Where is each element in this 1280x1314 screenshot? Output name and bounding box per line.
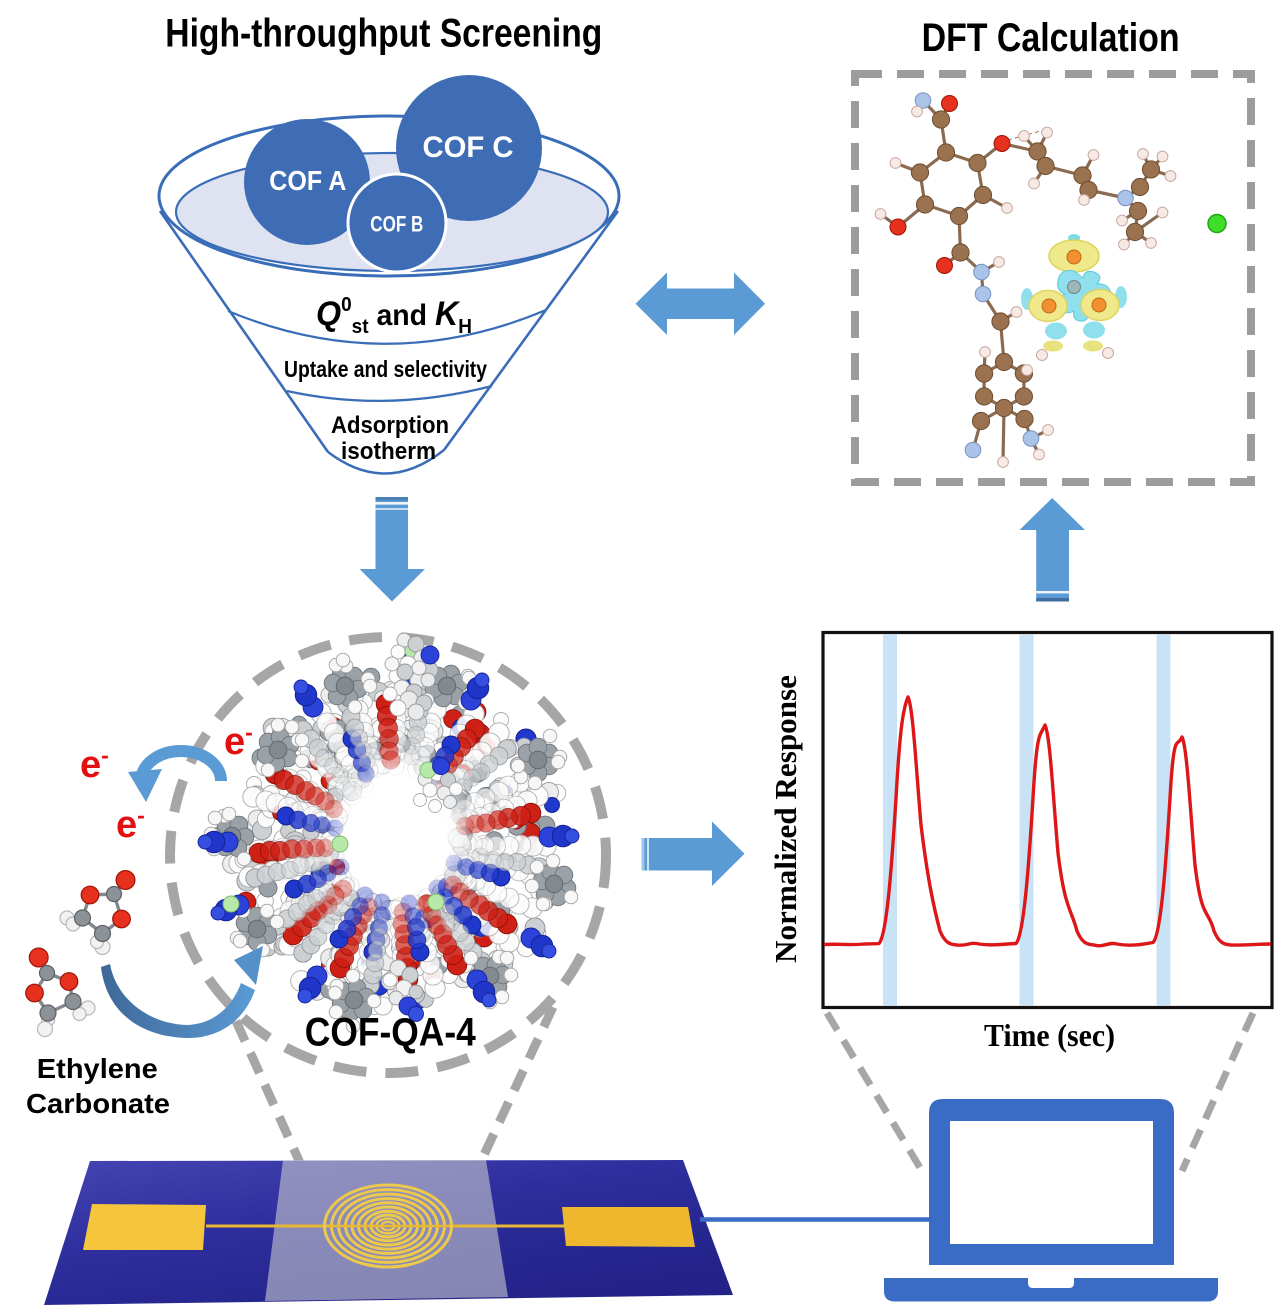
svg-text:Q0st and KH: Q0st and KH [316,294,472,338]
svg-text:Time (sec): Time (sec) [984,1017,1115,1053]
svg-text:DFT Calculation: DFT Calculation [922,16,1180,60]
svg-text:Ethylene: Ethylene [37,1053,158,1084]
svg-text:Normalized Response: Normalized Response [768,675,803,963]
svg-text:e-: e- [116,802,145,846]
svg-text:High-throughput Screening: High-throughput Screening [165,12,602,56]
svg-text:Adsorption: Adsorption [331,412,449,439]
svg-text:Uptake and selectivity: Uptake and selectivity [284,356,487,382]
svg-text:Carbonate: Carbonate [26,1088,170,1119]
svg-text:e-: e- [224,719,253,763]
svg-text:COF C: COF C [423,131,514,164]
svg-text:isotherm: isotherm [341,438,436,465]
svg-text:e-: e- [80,742,109,786]
svg-text:COF B: COF B [370,212,423,237]
svg-text:COF-QA-4: COF-QA-4 [305,1011,477,1055]
svg-text:COF A: COF A [269,165,346,196]
